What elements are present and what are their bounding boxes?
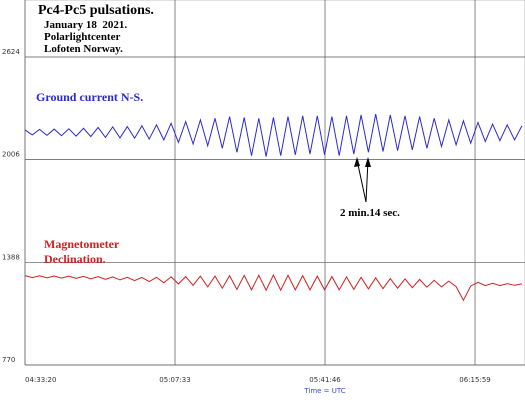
x-axis-label: Time = UTC [303, 387, 345, 395]
chart-title: Lofoten Norway. [44, 43, 123, 55]
y-tick-label: 1388 [2, 253, 20, 261]
y-tick-label: 2006 [2, 151, 20, 159]
arrow [356, 159, 367, 203]
data-line [24, 273, 522, 302]
series-label: Ground current N-S. [36, 90, 144, 104]
chart-title: Pc4-Pc5 pulsations. [38, 3, 154, 18]
x-tick-label: 05:07:33 [159, 376, 190, 384]
arrow-head [354, 157, 360, 167]
plot-area [24, 0, 525, 366]
data-line [24, 114, 523, 157]
chart-title: January 18 2021. [44, 19, 127, 31]
x-tick-label: 06:15:59 [459, 376, 490, 384]
x-tick-label: 04:33:20 [25, 376, 56, 384]
arrow-head [365, 157, 371, 167]
chart-title: Polarlightcenter [44, 31, 120, 43]
series-label: Magnetometer Declination. [44, 237, 120, 266]
annotation: 2 min.14 sec. [340, 207, 400, 219]
y-tick-label: 770 [2, 356, 15, 364]
y-tick-label: 2624 [2, 48, 20, 56]
x-tick-label: 05:41:46 [309, 376, 341, 384]
